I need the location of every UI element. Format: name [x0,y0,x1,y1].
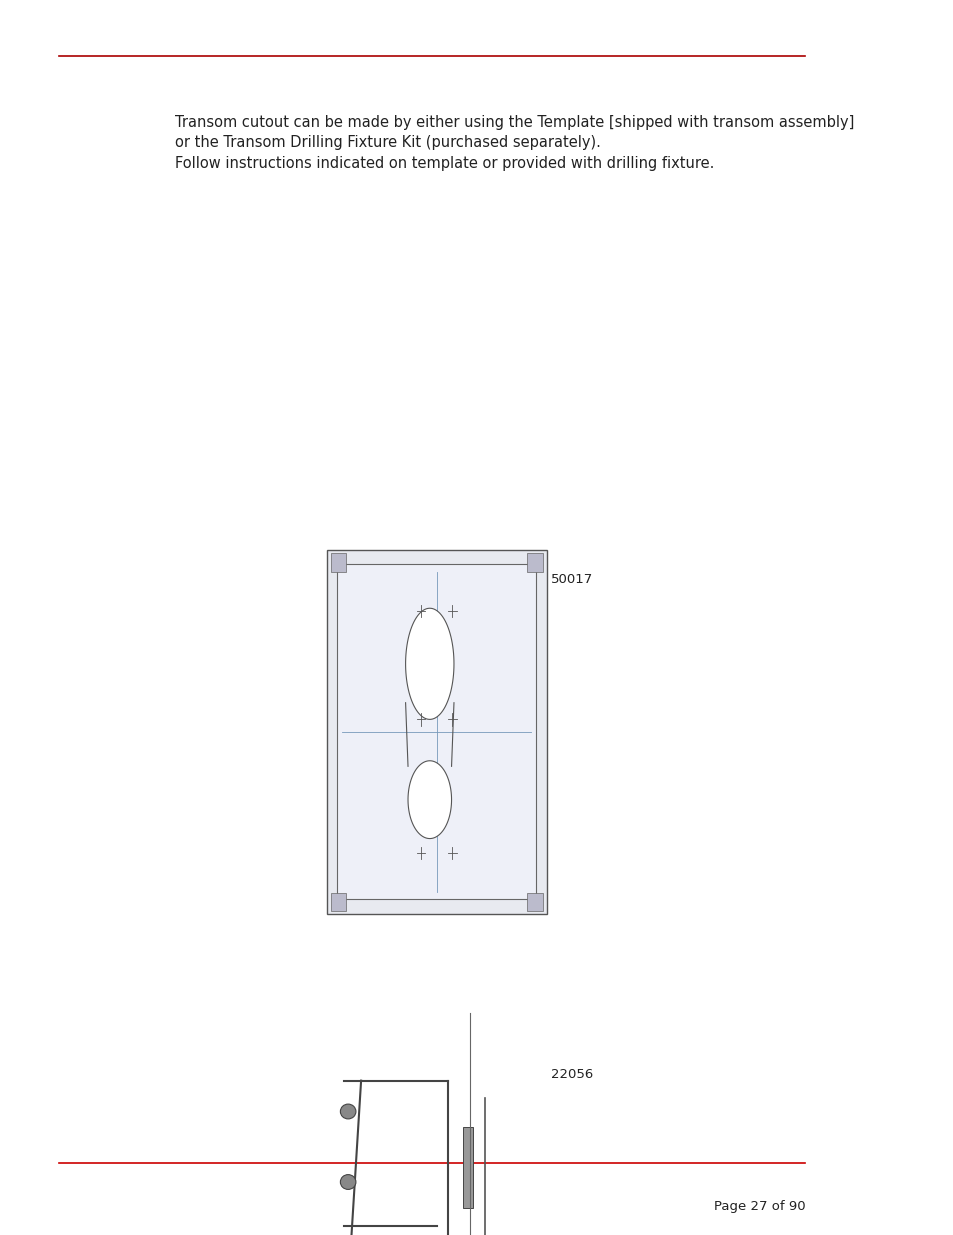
FancyBboxPatch shape [331,553,346,572]
Polygon shape [408,761,451,839]
FancyBboxPatch shape [336,564,536,899]
Text: Page 27 of 90: Page 27 of 90 [713,1200,804,1214]
FancyBboxPatch shape [331,893,346,911]
Ellipse shape [340,1104,355,1119]
FancyBboxPatch shape [462,1128,473,1208]
FancyBboxPatch shape [326,550,546,914]
Ellipse shape [340,1174,355,1189]
FancyBboxPatch shape [526,893,542,911]
Text: Follow instructions indicated on template or provided with drilling fixture.: Follow instructions indicated on templat… [175,156,714,170]
Polygon shape [405,609,454,719]
FancyBboxPatch shape [526,553,542,572]
Text: Transom cutout can be made by either using the Template [shipped with transom as: Transom cutout can be made by either usi… [175,115,854,149]
Text: 22056: 22056 [551,1068,593,1082]
Text: 50017: 50017 [551,573,593,587]
